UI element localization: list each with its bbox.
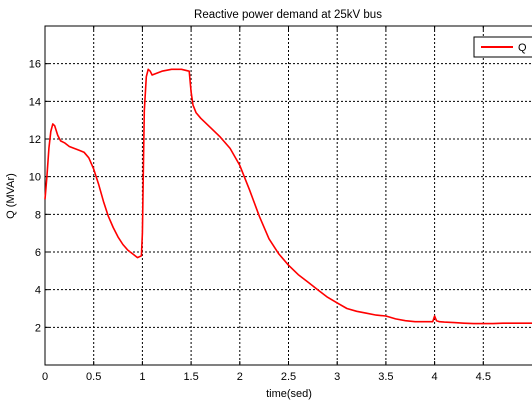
x-tick-label: 3.5 [378,371,393,383]
x-tick-label: 3 [334,371,340,383]
x-tick-label: 1.5 [183,371,198,383]
axis-ticks [44,26,484,365]
y-axis-label: Q (MVAr) [5,173,17,219]
y-tick-label: 16 [29,59,41,71]
y-tick-label: 14 [29,96,41,108]
x-tick-label: 2.5 [281,371,296,383]
y-tick-label: 12 [29,134,41,146]
x-tick-label: 0 [42,371,48,383]
x-tick-label: 0.5 [86,371,101,383]
x-tick-label: 2 [237,371,243,383]
y-tick-label: 10 [29,172,41,184]
x-axis-label: time(sed) [266,388,312,400]
chart-title: Reactive power demand at 25kV bus [194,9,382,21]
y-tick-label: 8 [35,209,41,221]
x-tick-label: 4 [432,371,438,383]
y-tick-label: 4 [35,285,41,297]
y-tick-label: 2 [35,322,41,334]
y-tick-labels: 2 4 6 8 10 12 14 16 [29,59,41,335]
x-tick-label: 4.5 [476,371,491,383]
series-group [44,68,532,325]
x-tick-label: 1 [139,371,145,383]
x-tick-labels: 0 0.5 1 1.5 2 2.5 3 3.5 4 4.5 [42,371,491,383]
series-line-q [44,68,532,325]
legend: Q [473,36,532,58]
legend-label: Q [518,42,527,54]
y-tick-label: 6 [35,247,41,259]
